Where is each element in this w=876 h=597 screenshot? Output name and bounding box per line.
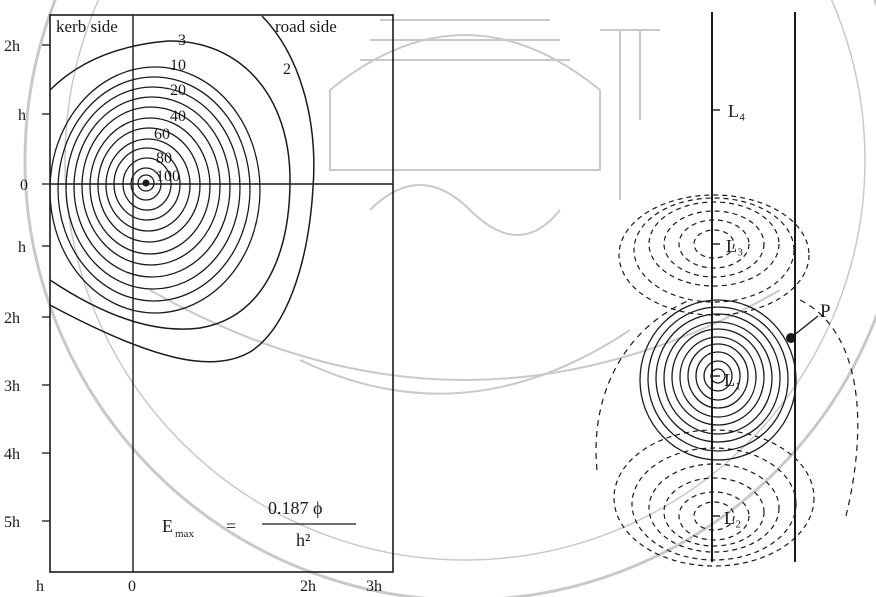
contour-label: 100 xyxy=(156,168,180,185)
contour-label: 2 xyxy=(283,61,291,78)
emax-formula: E max = 0.187 ϕ h² xyxy=(162,498,356,550)
formula-numerator: 0.187 ϕ xyxy=(268,498,322,518)
luminaire-label-l4: L₄ xyxy=(728,101,745,121)
y-tick-marks xyxy=(42,44,50,522)
formula-equals: = xyxy=(226,516,236,536)
kerb-side-label: kerb side xyxy=(56,17,118,36)
contour-label: 80 xyxy=(156,150,172,167)
right-luminaire-diagram: L₄ L₃ L₁ L₂ P xyxy=(595,12,859,567)
y-tick-label: 5h xyxy=(4,514,20,531)
contour-label: 3 xyxy=(178,32,186,49)
max-illuminance-point xyxy=(142,179,150,187)
formula-denominator: h² xyxy=(296,530,310,550)
luminaire-label-l3: L₃ xyxy=(726,236,743,256)
contour-label: 20 xyxy=(170,82,186,99)
formula-lhs: E xyxy=(162,516,173,536)
x-tick-label: 3h xyxy=(366,578,382,595)
point-p-label: P xyxy=(820,301,831,322)
x-tick-label: 2h xyxy=(300,578,316,595)
x-tick-label: h xyxy=(36,578,44,595)
y-tick-label: 2h xyxy=(4,310,20,327)
left-isolux-diagram: 2h h 0 h 2h 3h 4h 5h h 0 2h 3h kerb side… xyxy=(4,14,394,595)
y-tick-label: 4h xyxy=(4,446,20,463)
solid-contours-l1 xyxy=(639,299,797,461)
dashed-envelope xyxy=(595,299,859,521)
luminaire-ticks xyxy=(712,109,720,517)
dashed-contours-l3 xyxy=(618,194,810,316)
luminaire-label-l2: L₂ xyxy=(724,508,741,528)
isolux-contour-2 xyxy=(49,15,315,363)
formula-lhs-subscript: max xyxy=(175,528,194,540)
isolux-contour-3 xyxy=(49,40,291,330)
road-side-label: road side xyxy=(275,17,337,36)
plot-frame xyxy=(49,14,394,573)
y-tick-label: 0 xyxy=(20,177,28,194)
y-tick-label: h xyxy=(18,107,26,124)
inner-isolux-contours xyxy=(49,66,261,314)
x-tick-label: 0 xyxy=(128,578,136,595)
watermark-emblem xyxy=(23,0,876,597)
point-p-leader xyxy=(792,315,819,337)
dashed-contours-l2 xyxy=(613,429,815,567)
y-tick-label: 3h xyxy=(4,378,20,395)
y-tick-label: 2h xyxy=(4,38,20,55)
contour-label: 40 xyxy=(170,108,186,125)
contour-label: 10 xyxy=(170,57,186,74)
contour-label: 60 xyxy=(154,126,170,143)
y-tick-label: h xyxy=(18,239,26,256)
luminaire-label-l1: L₁ xyxy=(724,370,741,390)
